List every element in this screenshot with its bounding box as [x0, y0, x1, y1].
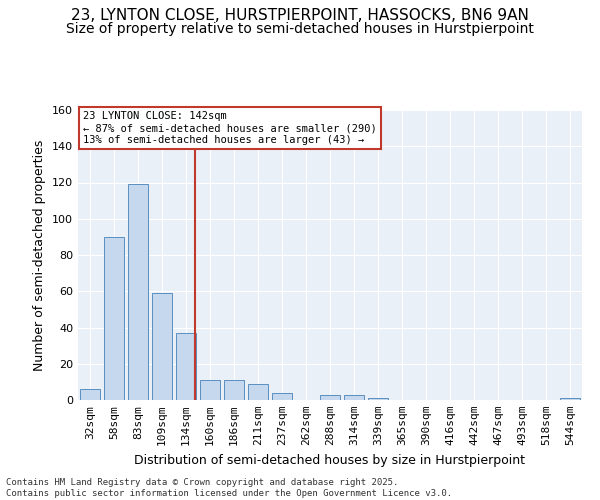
- Bar: [152, 293, 172, 400]
- Bar: [560, 398, 580, 400]
- Bar: [320, 394, 340, 400]
- Text: Size of property relative to semi-detached houses in Hurstpierpoint: Size of property relative to semi-detach…: [66, 22, 534, 36]
- Bar: [272, 393, 292, 400]
- Bar: [368, 398, 388, 400]
- Bar: [344, 394, 364, 400]
- Bar: [200, 380, 220, 400]
- Bar: [224, 380, 244, 400]
- Bar: [80, 389, 100, 400]
- Text: 23 LYNTON CLOSE: 142sqm
← 87% of semi-detached houses are smaller (290)
13% of s: 23 LYNTON CLOSE: 142sqm ← 87% of semi-de…: [83, 112, 377, 144]
- X-axis label: Distribution of semi-detached houses by size in Hurstpierpoint: Distribution of semi-detached houses by …: [134, 454, 526, 466]
- Bar: [176, 333, 196, 400]
- Bar: [128, 184, 148, 400]
- Text: 23, LYNTON CLOSE, HURSTPIERPOINT, HASSOCKS, BN6 9AN: 23, LYNTON CLOSE, HURSTPIERPOINT, HASSOC…: [71, 8, 529, 22]
- Bar: [248, 384, 268, 400]
- Bar: [104, 237, 124, 400]
- Text: Contains HM Land Registry data © Crown copyright and database right 2025.
Contai: Contains HM Land Registry data © Crown c…: [6, 478, 452, 498]
- Y-axis label: Number of semi-detached properties: Number of semi-detached properties: [34, 140, 46, 370]
